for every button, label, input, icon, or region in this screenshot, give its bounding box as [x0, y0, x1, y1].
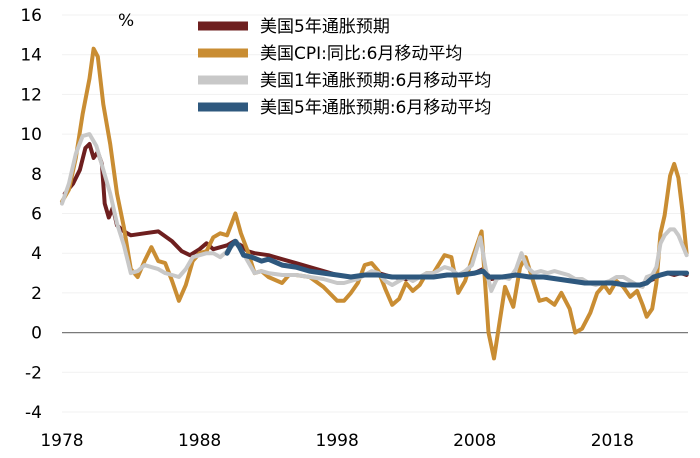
y-axis-tick-labels: 16 14 12 10 8 6 4 2 0 -2 -4: [20, 6, 42, 423]
series-line-5y-expectation: [62, 142, 689, 287]
series-lines: [60, 46, 690, 361]
x-axis-tick-labels: 1978 1988 1998 2008 2018: [40, 431, 634, 451]
legend-label: 美国1年通胀预期:6月移动平均: [260, 71, 491, 91]
legend-label: 美国CPI:同比:6月移动平均: [260, 44, 462, 64]
x-tick-label: 2008: [453, 431, 496, 451]
x-tick-label: 1998: [316, 431, 359, 451]
y-tick-label: 2: [31, 284, 42, 304]
series-line-5y-expectation-6m-avg: [224, 238, 690, 288]
x-tick-label: 1978: [40, 431, 83, 451]
x-tick-label: 2018: [591, 431, 634, 451]
x-tick-label: 1988: [178, 431, 221, 451]
legend: 美国5年通胀预期美国CPI:同比:6月移动平均美国1年通胀预期:6月移动平均美国…: [198, 17, 491, 118]
y-tick-label: 4: [31, 244, 42, 264]
y-tick-label: 8: [31, 165, 42, 185]
legend-label: 美国5年通胀预期:6月移动平均: [260, 98, 491, 118]
y-tick-label: 12: [20, 85, 42, 105]
legend-label: 美国5年通胀预期: [260, 17, 390, 37]
y-tick-label: 10: [20, 125, 42, 145]
y-tick-label: 0: [31, 324, 42, 344]
y-tick-label: 16: [20, 6, 42, 26]
y-tick-label: 6: [31, 205, 42, 225]
y-tick-label: -4: [25, 403, 42, 423]
y-tick-label: -2: [25, 363, 42, 383]
series-line-cpi-6m-avg: [60, 46, 689, 361]
y-tick-label: 14: [20, 46, 42, 66]
unit-label: %: [118, 11, 134, 31]
